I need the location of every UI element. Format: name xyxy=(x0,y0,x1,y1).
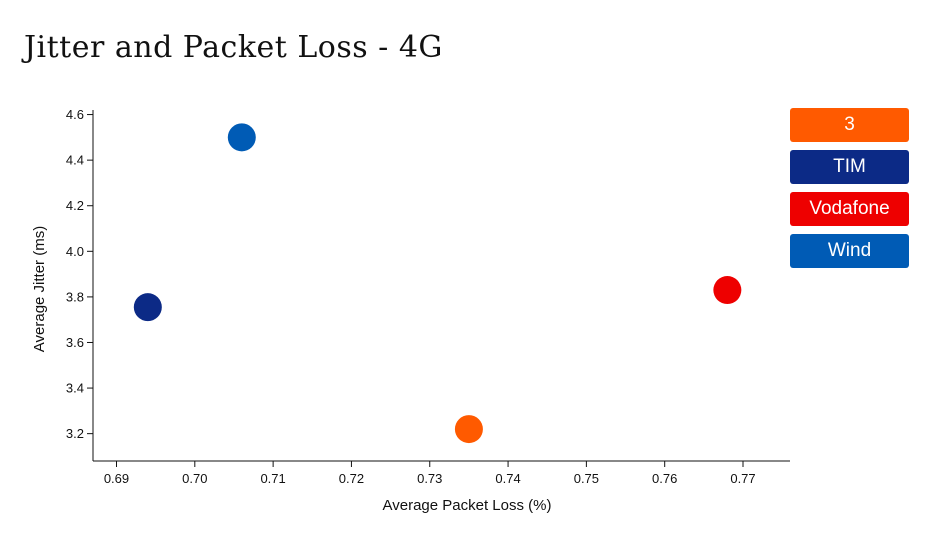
x-tick-label: 0.77 xyxy=(730,471,755,486)
x-tick-label: 0.69 xyxy=(104,471,129,486)
y-tick-label: 3.4 xyxy=(66,381,84,396)
data-point-3 xyxy=(454,415,483,444)
y-tick-label: 4.4 xyxy=(66,153,84,168)
axes: 3.2 3.4 3.6 3.8 4.0 4.2 4.4 4.6 0.69 0.70 0.71 0.72… xyxy=(66,107,790,486)
y-tick-label: 4.0 xyxy=(66,244,84,259)
data-point-vodafone xyxy=(713,276,742,305)
x-tick-label: 0.74 xyxy=(495,471,520,486)
y-tick-label: 4.2 xyxy=(66,198,84,213)
legend-item-3[interactable]: 3 xyxy=(790,108,909,142)
x-tick-label: 0.75 xyxy=(574,471,599,486)
x-tick-label: 0.70 xyxy=(182,471,207,486)
legend: 3 TIM Vodafone Wind xyxy=(790,108,909,276)
chart-title: Jitter and Packet Loss - 4G xyxy=(24,30,443,65)
y-tick-label: 3.2 xyxy=(66,426,84,441)
y-tick-label: 3.6 xyxy=(66,335,84,350)
data-point-wind xyxy=(227,123,256,152)
legend-item-wind[interactable]: Wind xyxy=(790,234,909,268)
legend-item-vodafone[interactable]: Vodafone xyxy=(790,192,909,226)
y-tick-label: 4.6 xyxy=(66,107,84,122)
y-tick-label: 3.8 xyxy=(66,289,84,304)
x-tick-label: 0.73 xyxy=(417,471,442,486)
x-tick-label: 0.71 xyxy=(260,471,285,486)
data-points xyxy=(133,123,742,444)
legend-item-tim[interactable]: TIM xyxy=(790,150,909,184)
y-axis-title: Average Jitter (ms) xyxy=(31,226,48,352)
x-tick-label: 0.72 xyxy=(339,471,364,486)
x-tick-label: 0.76 xyxy=(652,471,677,486)
data-point-tim xyxy=(133,293,162,322)
x-axis-title: Average Packet Loss (%) xyxy=(383,497,552,514)
